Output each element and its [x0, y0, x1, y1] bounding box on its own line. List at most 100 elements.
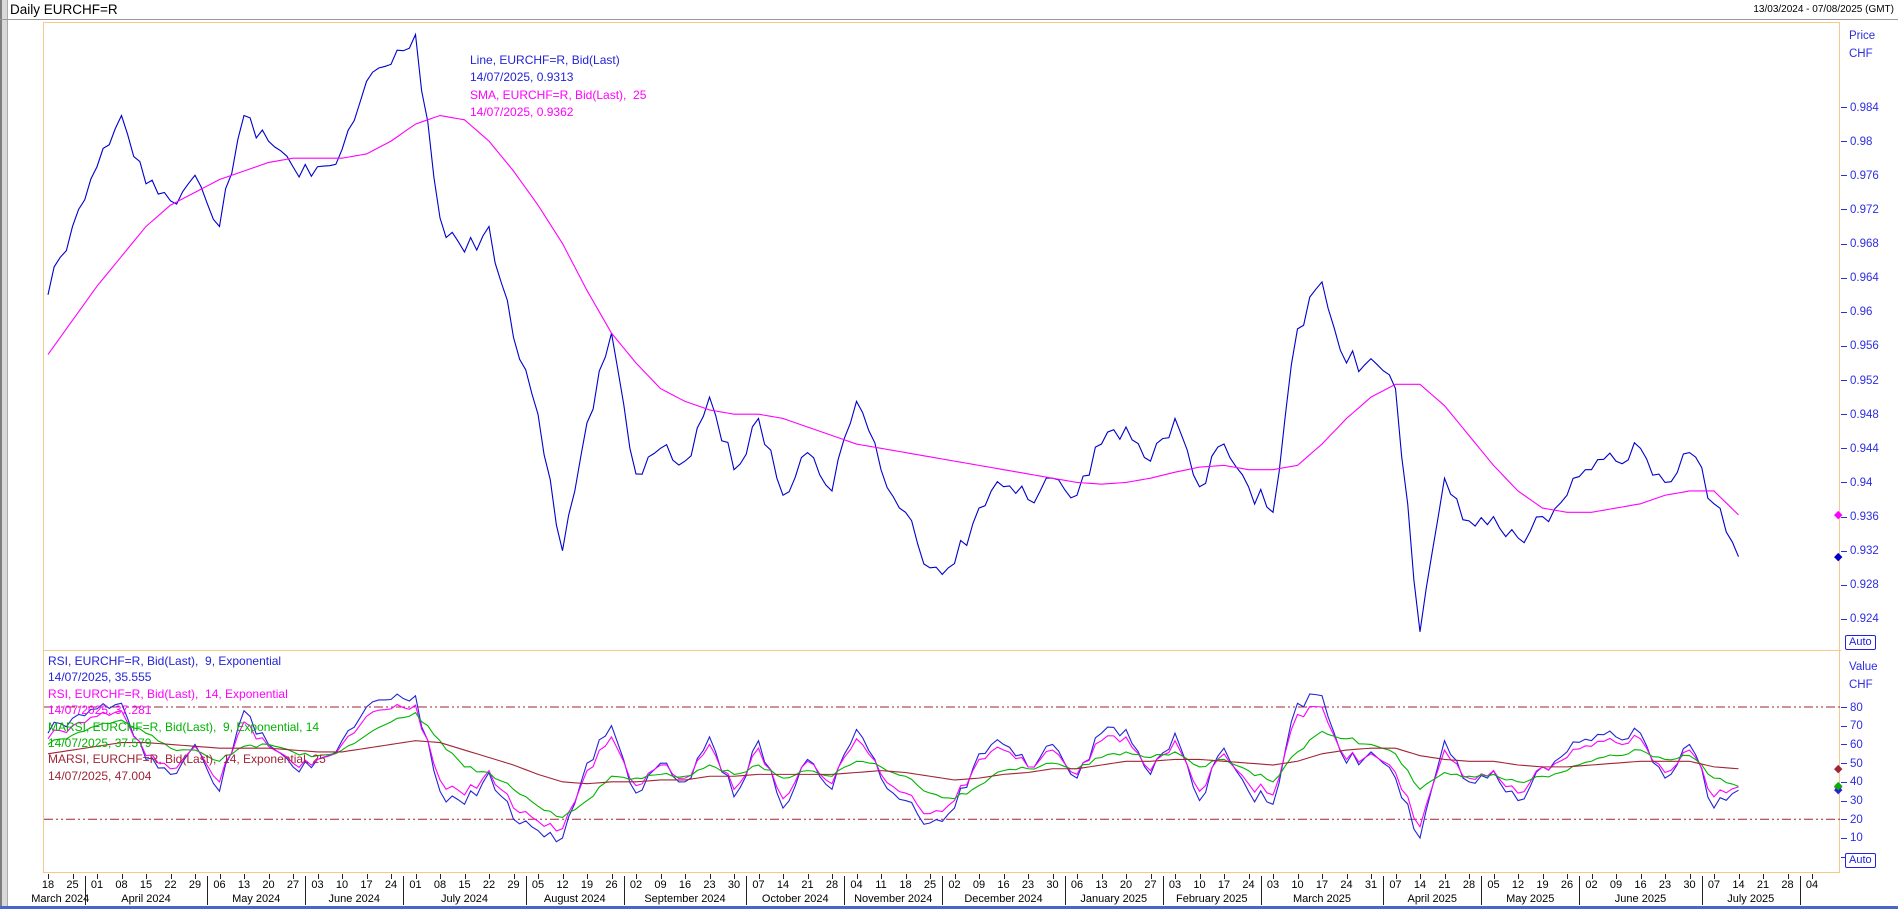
- date-tick-mark: [1616, 874, 1617, 879]
- date-tick-mark: [1322, 874, 1323, 879]
- month-label: April 2025: [1407, 893, 1458, 905]
- date-tick-label: 17: [1315, 879, 1329, 891]
- rsi-chart-surface[interactable]: [44, 650, 1840, 872]
- date-tick-label: 15: [139, 879, 153, 891]
- date-tick-label: 09: [1609, 879, 1623, 891]
- date-tick-label: 23: [703, 879, 716, 891]
- axis-tick-mark: [1841, 482, 1847, 484]
- axis-tick-label: 80: [1850, 701, 1863, 714]
- date-tick-mark: [1518, 874, 1519, 879]
- axis-tick-label: 0.984: [1850, 101, 1879, 114]
- date-tick-mark: [1224, 874, 1225, 879]
- date-tick-label: 13: [1095, 879, 1108, 891]
- axis-tick-label: 0.96: [1850, 306, 1873, 319]
- date-tick-mark: [268, 874, 270, 879]
- date-tick-mark: [1150, 874, 1152, 879]
- date-tick-mark: [1126, 874, 1127, 879]
- month-label: June 2024: [328, 893, 380, 905]
- titlebar-divider: [0, 19, 1898, 20]
- value-axis-auto-button[interactable]: Auto: [1845, 853, 1876, 868]
- date-tick-label: 01: [90, 879, 104, 891]
- date-tick-label: 30: [1046, 879, 1059, 891]
- date-tick-mark: [538, 874, 539, 879]
- axis-tick-label: 0.924: [1850, 613, 1879, 626]
- axis-tick-mark: [1841, 380, 1847, 382]
- date-tick-label: 18: [41, 879, 55, 891]
- date-tick-mark: [97, 874, 98, 879]
- month-label: April 2024: [121, 893, 171, 905]
- date-tick-mark: [1101, 874, 1103, 879]
- date-tick-label: 21: [1438, 879, 1451, 891]
- axis-tick-label: 0.936: [1850, 511, 1879, 524]
- date-tick-label: 20: [262, 879, 275, 891]
- axis-tick-label: 0.932: [1850, 545, 1879, 558]
- axis-title: Price: [1849, 30, 1876, 42]
- date-tick-label: 04: [1805, 879, 1819, 891]
- date-tick-label: 17: [1217, 879, 1231, 891]
- date-tick-mark: [1052, 874, 1054, 879]
- date-tick-mark: [1297, 874, 1299, 879]
- price-axis-auto-button[interactable]: Auto: [1845, 635, 1876, 650]
- date-tick-mark: [244, 874, 245, 879]
- axis-tick-mark: [1841, 618, 1847, 620]
- date-tick-mark: [513, 874, 515, 879]
- axis-tick-mark: [1841, 550, 1847, 552]
- date-tick-mark: [1395, 874, 1397, 879]
- date-tick-mark: [464, 874, 466, 879]
- date-tick-mark: [1689, 874, 1691, 879]
- date-range-label: 13/03/2024 - 07/08/2025 (GMT): [1753, 4, 1894, 15]
- date-tick-mark: [72, 874, 74, 879]
- price-chart-surface[interactable]: [44, 23, 1840, 649]
- date-tick-label: 06: [213, 879, 226, 891]
- date-tick-label: 29: [507, 879, 520, 891]
- axis-tick-label: 20: [1850, 813, 1863, 826]
- date-tick-label: 05: [531, 879, 545, 891]
- axis-tick-mark: [1841, 414, 1847, 416]
- date-tick-label: 18: [899, 879, 912, 891]
- date-tick-label: 30: [1683, 879, 1696, 891]
- last-value-marker: ◆: [1834, 762, 1843, 775]
- date-tick-label: 22: [482, 879, 496, 891]
- date-tick-mark: [611, 874, 613, 879]
- month-divider: [1064, 876, 1066, 905]
- month-label: September 2024: [644, 893, 726, 905]
- panel-divider[interactable]: [43, 650, 1841, 651]
- date-tick-label: 03: [311, 879, 324, 891]
- date-tick-mark: [440, 874, 441, 879]
- date-tick-label: 04: [850, 879, 863, 891]
- date-tick-label: 22: [164, 879, 177, 891]
- date-tick-label: 30: [727, 879, 741, 891]
- date-tick-label: 23: [1021, 879, 1035, 891]
- date-tick-mark: [636, 874, 637, 879]
- axis-tick-mark: [1841, 516, 1847, 518]
- date-tick-label: 28: [1462, 879, 1476, 891]
- date-tick-label: 09: [654, 879, 667, 891]
- last-value-marker: ◆: [1834, 780, 1843, 793]
- last-value-marker: ◆: [1834, 780, 1843, 793]
- date-tick-label: 16: [997, 879, 1010, 891]
- date-tick-mark: [562, 874, 564, 879]
- last-value-marker: ◆: [1834, 508, 1843, 521]
- date-tick-label: 10: [1193, 879, 1206, 891]
- axis-tick-label: 0.928: [1850, 579, 1879, 592]
- axis-title: Value: [1849, 661, 1878, 673]
- date-tick-mark: [293, 874, 294, 879]
- price-line: [47, 32, 1740, 632]
- axis-tick-mark: [1841, 243, 1847, 245]
- date-tick-label: 03: [1168, 879, 1182, 891]
- date-tick-label: 10: [1291, 879, 1304, 891]
- date-tick-label: 21: [1756, 879, 1770, 891]
- month-divider: [844, 876, 846, 905]
- date-tick-label: 09: [972, 879, 986, 891]
- month-divider: [305, 876, 307, 905]
- month-label: February 2025: [1175, 893, 1248, 905]
- date-tick-label: 24: [384, 879, 398, 891]
- axis-tick-mark: [1841, 781, 1847, 783]
- date-tick-label: 03: [1266, 879, 1280, 891]
- date-tick-label: 24: [1340, 879, 1353, 891]
- date-tick-mark: [1175, 874, 1176, 879]
- date-tick-mark: [195, 874, 196, 879]
- date-tick-label: 08: [433, 879, 447, 891]
- month-divider: [746, 876, 748, 905]
- date-tick-mark: [1787, 874, 1789, 879]
